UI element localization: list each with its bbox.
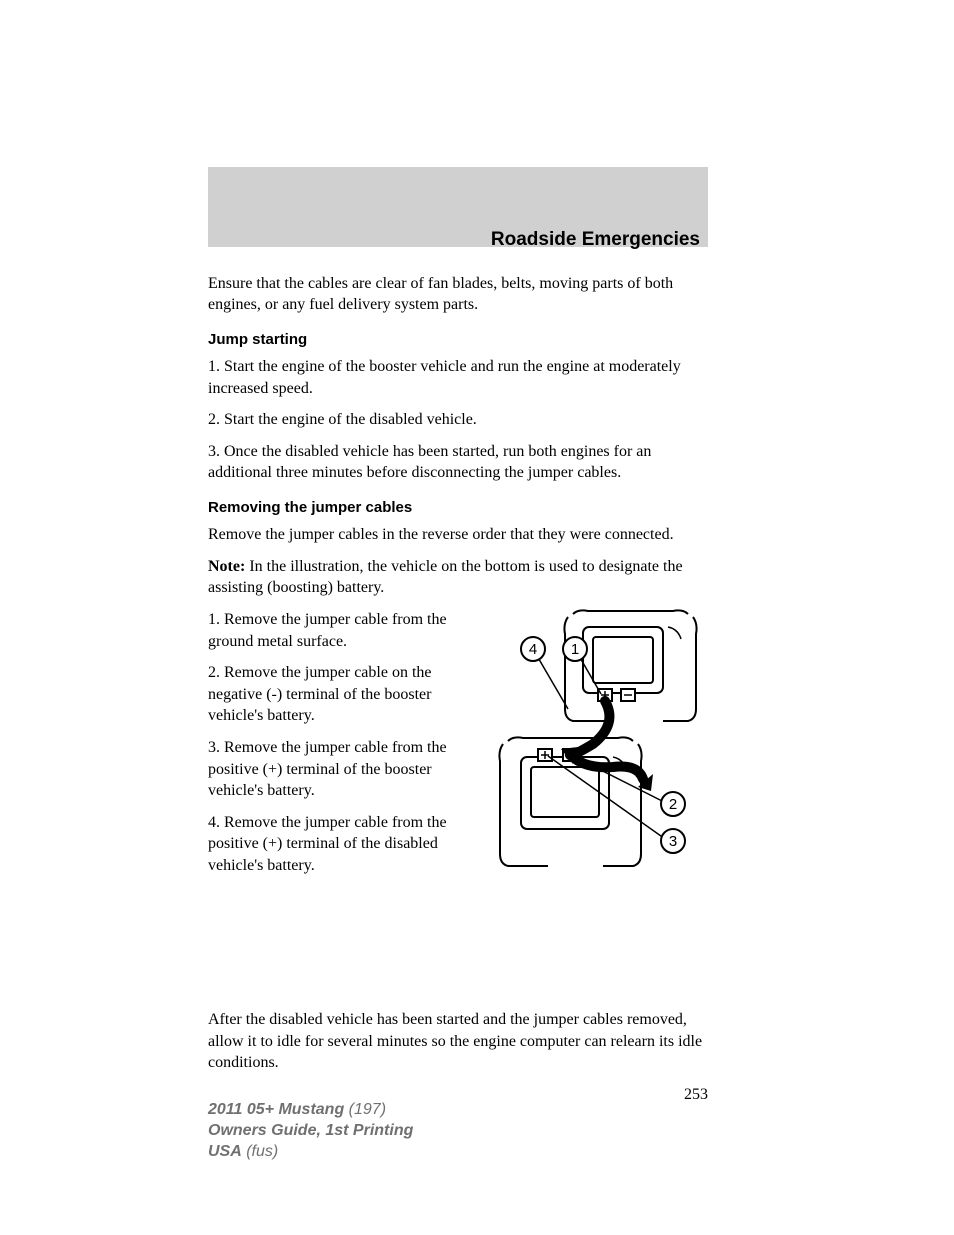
jumper-cable-diagram: 1 4 2 3: [473, 609, 708, 889]
remove-intro: Remove the jumper cables in the reverse …: [208, 524, 708, 546]
callout-1: 1: [571, 641, 579, 658]
callout-3: 3: [669, 833, 677, 850]
after-paragraph: After the disabled vehicle has been star…: [208, 1009, 708, 1074]
jump-starting-heading: Jump starting: [208, 330, 708, 350]
intro-paragraph: Ensure that the cables are clear of fan …: [208, 273, 708, 316]
note-label: Note:: [208, 558, 245, 575]
footer-region: USA: [208, 1143, 242, 1160]
jump-step-1: 1. Start the engine of the booster vehic…: [208, 356, 708, 399]
jump-step-2: 2. Start the engine of the disabled vehi…: [208, 409, 708, 431]
jump-step-3: 3. Once the disabled vehicle has been st…: [208, 441, 708, 484]
note-text: In the illustration, the vehicle on the …: [208, 558, 683, 597]
section-header: Roadside Emergencies: [208, 227, 708, 253]
callout-4: 4: [529, 641, 537, 658]
footer-model: 2011 05+ Mustang: [208, 1101, 344, 1118]
steps-with-diagram: 1 4 2 3 1. Remove the jumper cable from …: [208, 609, 708, 889]
footer-line-2: Owners Guide, 1st Printing: [208, 1121, 708, 1142]
page-content: Roadside Emergencies Ensure that the cab…: [208, 167, 708, 1105]
footer-code: (197): [344, 1101, 386, 1118]
removing-cables-heading: Removing the jumper cables: [208, 498, 708, 518]
footer-line-3: USA (fus): [208, 1142, 708, 1163]
remove-note: Note: In the illustration, the vehicle o…: [208, 556, 708, 599]
callout-2: 2: [669, 796, 677, 813]
diagram-svg: 1 4 2 3: [473, 609, 708, 889]
footer-line-1: 2011 05+ Mustang (197): [208, 1100, 708, 1121]
footer: 2011 05+ Mustang (197) Owners Guide, 1st…: [208, 1100, 708, 1162]
footer-suffix: (fus): [242, 1143, 278, 1160]
